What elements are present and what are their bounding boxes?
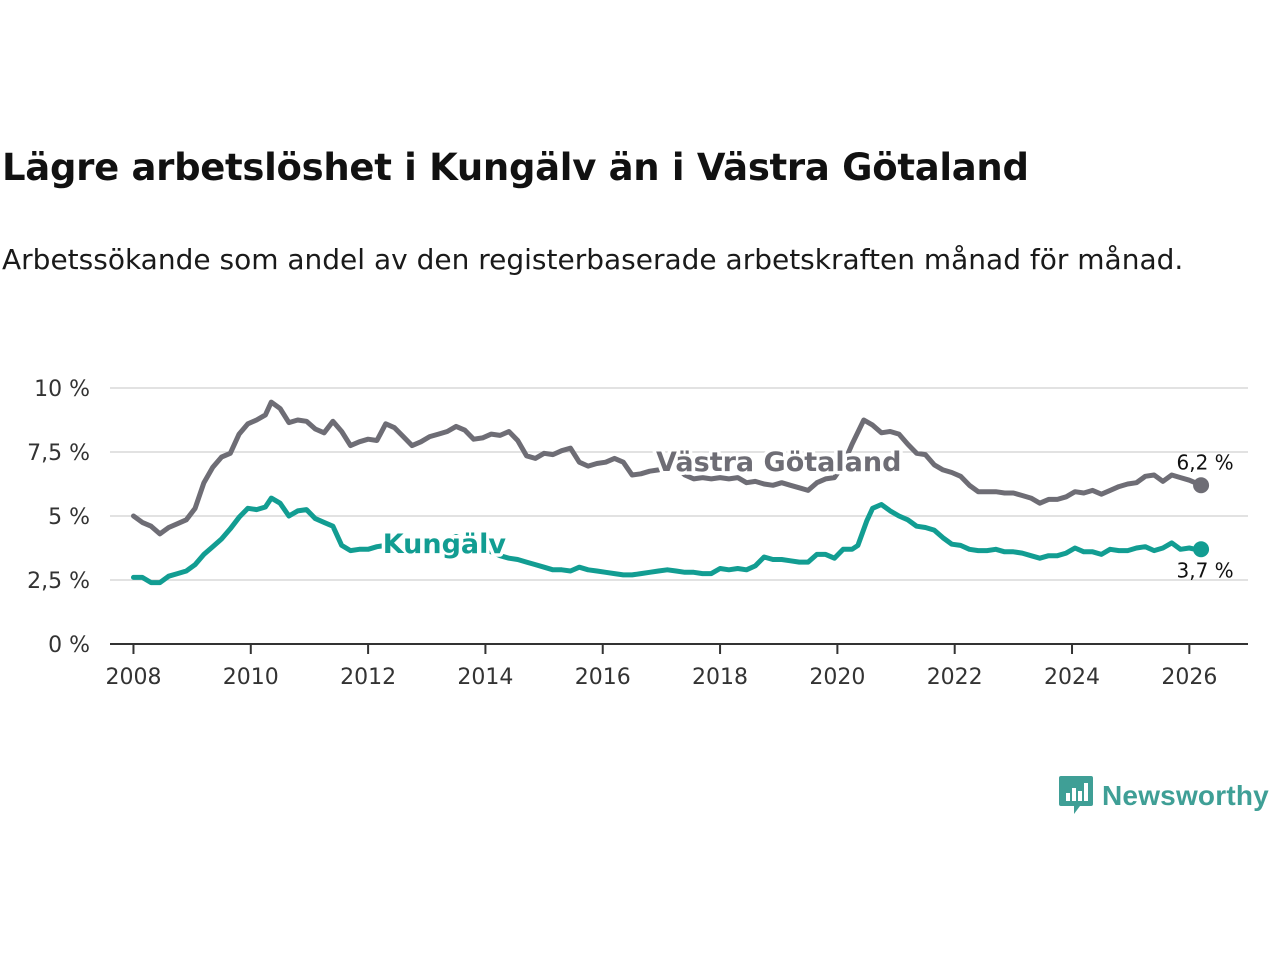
y-tick-label: 7,5 %	[27, 441, 90, 466]
x-tick-label: 2014	[457, 665, 513, 690]
x-tick-label: 2018	[692, 665, 748, 690]
y-tick-label: 2,5 %	[27, 569, 90, 594]
series-line-kung-lv	[131, 495, 1204, 586]
x-tick-label: 2024	[1044, 665, 1100, 690]
end-point-v-stra-g-taland	[1193, 477, 1210, 494]
x-tick-label: 2022	[927, 665, 983, 690]
y-tick-label: 5 %	[48, 505, 90, 530]
x-tick-label: 2016	[575, 665, 631, 690]
chart-title: Lägre arbetslöshet i Kungälv än i Västra…	[2, 146, 1029, 189]
axes: 0 % 2,5 % 5 % 7,5 % 10 % 2008 2010 2012 2014 2016…	[27, 377, 1248, 690]
chart-subtitle: Arbetssökande som andel av den registerb…	[2, 243, 1184, 276]
series-label-kung-lv: Kungälv	[383, 529, 507, 560]
brand-name: Newsworthy	[1102, 780, 1269, 811]
newsworthy-bars-icon	[1059, 776, 1093, 814]
line-chart: 0 % 2,5 % 5 % 7,5 % 10 % 2008 2010 2012 2014 2016…	[27, 377, 1248, 690]
newsworthy-logo[interactable]: Newsworthy	[1058, 774, 1269, 818]
end-value-label-kung-lv: 3,7 %	[1176, 558, 1233, 582]
end-point-kung-lv	[1193, 541, 1210, 558]
y-tick-label: 0 %	[48, 633, 90, 658]
grid-lines	[110, 387, 1248, 581]
x-tick-label: 2026	[1161, 665, 1217, 690]
series-lines	[131, 399, 1210, 586]
y-tick-label: 10 %	[34, 377, 90, 402]
x-tick-label: 2012	[340, 665, 396, 690]
x-tick-label: 2010	[223, 665, 279, 690]
x-tick-label: 2008	[105, 665, 161, 690]
series-line-v-stra-g-taland	[131, 399, 1204, 537]
series-labels: 6,2 % 3,7 % Västra Götaland Kungälv	[379, 444, 1233, 583]
end-value-label-v-stra-g-taland: 6,2 %	[1176, 450, 1233, 474]
x-tick-label: 2020	[809, 665, 865, 690]
series-label-v-stra-g-taland: Västra Götaland	[656, 447, 901, 478]
